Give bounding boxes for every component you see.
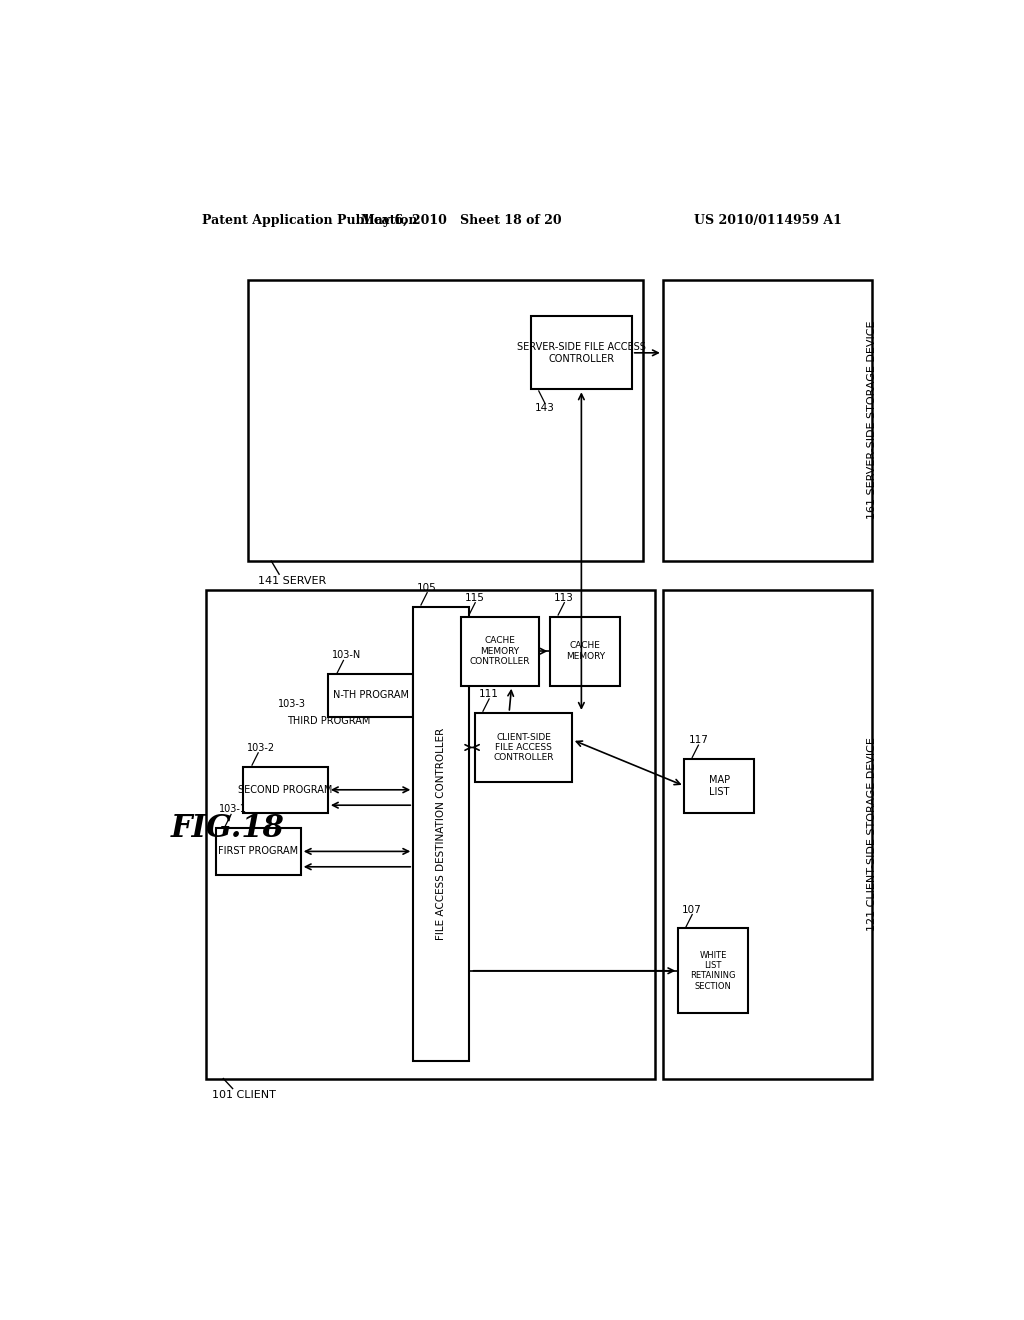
Text: CACHE
MEMORY
CONTROLLER: CACHE MEMORY CONTROLLER: [470, 636, 530, 667]
Text: 111: 111: [479, 689, 499, 700]
Text: THIRD PROGRAM: THIRD PROGRAM: [287, 715, 371, 726]
Bar: [243, 767, 328, 813]
Bar: [663, 590, 872, 1078]
Text: FILE ACCESS DESTINATION CONTROLLER: FILE ACCESS DESTINATION CONTROLLER: [436, 727, 446, 940]
Text: 103-3: 103-3: [278, 700, 305, 709]
Text: FIRST PROGRAM: FIRST PROGRAM: [218, 846, 298, 857]
Text: SECOND PROGRAM: SECOND PROGRAM: [239, 785, 333, 795]
Text: 107: 107: [682, 904, 701, 915]
Text: 161 SERVER-SIDE STORAGE DEVICE: 161 SERVER-SIDE STORAGE DEVICE: [867, 321, 877, 520]
Text: 115: 115: [465, 593, 485, 603]
Text: CLIENT-SIDE
FILE ACCESS
CONTROLLER: CLIENT-SIDE FILE ACCESS CONTROLLER: [494, 733, 554, 763]
Bar: [531, 317, 632, 389]
Text: 103-1: 103-1: [219, 804, 248, 814]
Text: 101 CLIENT: 101 CLIENT: [212, 1090, 275, 1100]
Text: US 2010/0114959 A1: US 2010/0114959 A1: [693, 214, 842, 227]
Text: May 6, 2010   Sheet 18 of 20: May 6, 2010 Sheet 18 of 20: [360, 214, 561, 227]
Text: 143: 143: [535, 404, 555, 413]
Text: Patent Application Publication: Patent Application Publication: [202, 214, 417, 227]
Bar: [663, 280, 872, 561]
Bar: [550, 616, 621, 686]
Text: 103-N: 103-N: [332, 651, 361, 660]
Text: 105: 105: [417, 582, 437, 593]
Text: WHITE
LIST
RETAINING
SECTION: WHITE LIST RETAINING SECTION: [690, 950, 736, 991]
Bar: [475, 713, 572, 781]
Text: CACHE
MEMORY: CACHE MEMORY: [565, 642, 605, 661]
Text: N-TH PROGRAM: N-TH PROGRAM: [333, 690, 409, 701]
Text: 117: 117: [688, 735, 709, 744]
Text: 113: 113: [554, 593, 574, 603]
Text: 103-2: 103-2: [247, 743, 274, 752]
Bar: [216, 829, 301, 874]
Bar: [206, 590, 655, 1078]
Bar: [684, 759, 755, 813]
Text: 141 SERVER: 141 SERVER: [258, 576, 327, 586]
Text: SERVER-SIDE FILE ACCESS
CONTROLLER: SERVER-SIDE FILE ACCESS CONTROLLER: [517, 342, 646, 363]
Bar: [414, 607, 469, 1061]
Bar: [248, 280, 643, 561]
Bar: [678, 928, 748, 1014]
Text: MAP
LIST: MAP LIST: [709, 775, 730, 797]
Text: 121 CLIENT-SIDE STORAGE DEVICE: 121 CLIENT-SIDE STORAGE DEVICE: [867, 738, 877, 932]
Bar: [328, 675, 414, 717]
Text: FIG.18: FIG.18: [171, 813, 285, 843]
Bar: [461, 616, 539, 686]
